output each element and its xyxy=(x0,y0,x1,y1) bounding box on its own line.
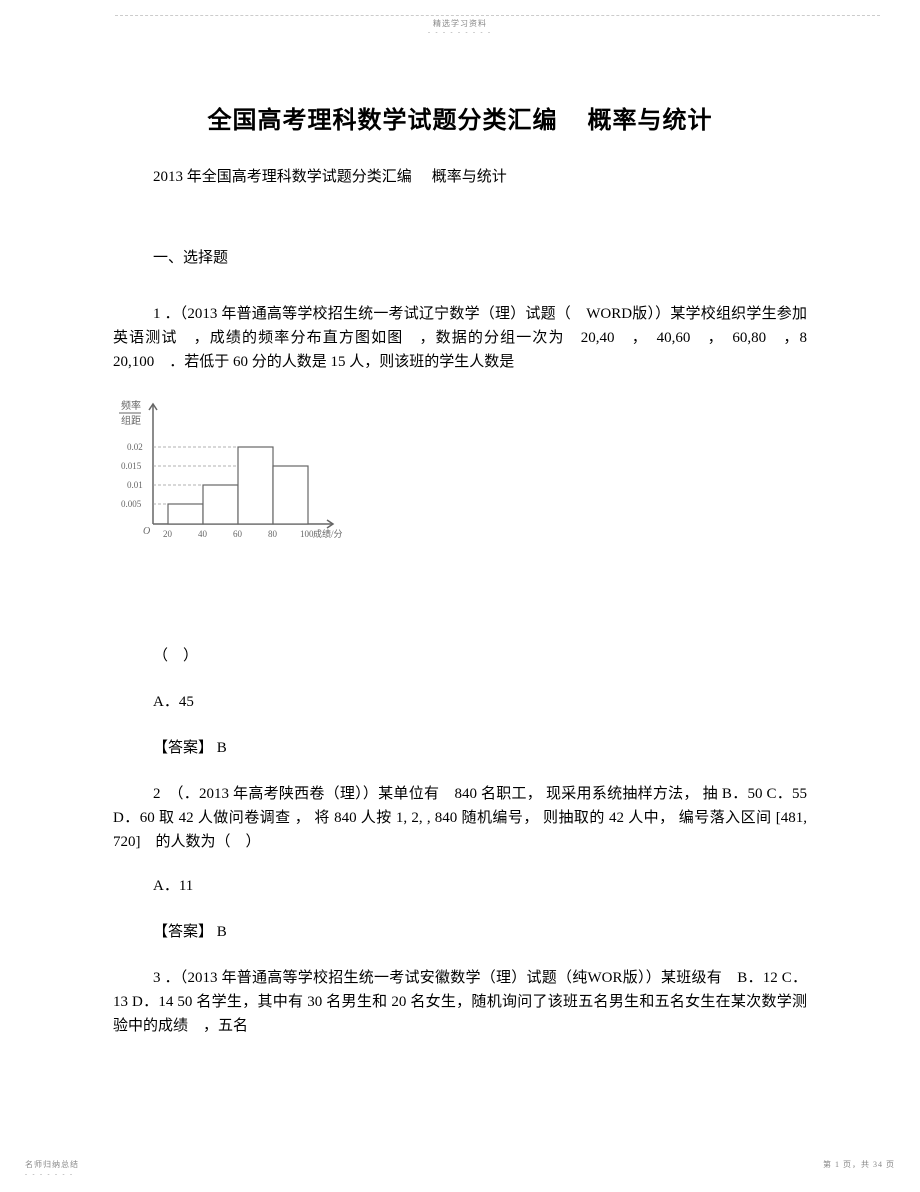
chart-xlabel: 成绩/分 xyxy=(313,528,343,539)
chart-xtick-3: 60 xyxy=(233,529,243,539)
chart-ylabel-bottom: 组距 xyxy=(121,414,141,427)
footer-left-dots: - - - - - - - xyxy=(25,1172,74,1178)
chart-xtick-1: 20 xyxy=(163,529,173,539)
question1-bracket: （ ） xyxy=(153,644,807,665)
chart-xtick-4: 80 xyxy=(268,529,278,539)
histogram-chart: 频率 组距 0.005 0.01 0.015 0.02 xyxy=(113,394,353,554)
subtitle-part2: 概率与统计 xyxy=(432,169,507,185)
footer-left: 名师归纳总结 xyxy=(25,1159,79,1170)
subtitle: 2013 年全国高考理科数学试题分类汇编 概率与统计 xyxy=(153,165,807,186)
chart-ylabel-top: 频率 xyxy=(121,399,141,412)
chart-bar-4 xyxy=(273,466,308,524)
question2-option-a: A．11 xyxy=(153,874,807,895)
question1-answer: 【答案】 B xyxy=(153,736,807,757)
question2-text: 2 （．2013 年高考陕西卷（理））某单位有 840 名职工， 现采用系统抽样… xyxy=(113,782,807,854)
chart-xtick-5: 100 xyxy=(300,529,314,539)
main-title: 全国高考理科数学试题分类汇编 概率与统计 xyxy=(113,100,807,135)
footer-right: 第 1 页，共 34 页 xyxy=(823,1159,895,1170)
subtitle-part1: 2013 年全国高考理科数学试题分类汇编 xyxy=(153,169,412,185)
chart-bar-3 xyxy=(238,447,273,524)
chart-xtick-2: 40 xyxy=(198,529,208,539)
question3-text: 3 ．（2013 年普通高等学校招生统一考试安徽数学（理）试题（纯WOR版））某… xyxy=(113,966,807,1038)
chart-ytick-4: 0.02 xyxy=(127,442,143,452)
chart-ytick-3: 0.015 xyxy=(121,461,142,471)
header-dots: - - - - - - - - - xyxy=(428,30,492,36)
chart-ytick-2: 0.01 xyxy=(127,480,143,490)
title-part2: 概率与统计 xyxy=(588,108,713,134)
content-area: 全国高考理科数学试题分类汇编概率与统计 2013 年全国高考理科数学试题分类汇编… xyxy=(113,100,807,1058)
question1-option-a: A．45 xyxy=(153,690,807,711)
chart-ytick-1: 0.005 xyxy=(121,499,142,509)
question1-text: 1 ．（2013 年普通高等学校招生统一考试辽宁数学（理）试题（ WORD版））… xyxy=(113,302,807,374)
chart-bar-2 xyxy=(203,485,238,524)
header-text: 精选学习资料 xyxy=(433,18,487,29)
chart-bar-1 xyxy=(168,504,203,524)
question2-answer: 【答案】 B xyxy=(153,920,807,941)
header-dashed-line xyxy=(115,15,880,16)
section-heading: 一、选择题 xyxy=(153,246,807,267)
chart-origin: O xyxy=(143,526,150,537)
title-part1: 全国高考理科数学试题分类汇编 xyxy=(208,108,558,134)
